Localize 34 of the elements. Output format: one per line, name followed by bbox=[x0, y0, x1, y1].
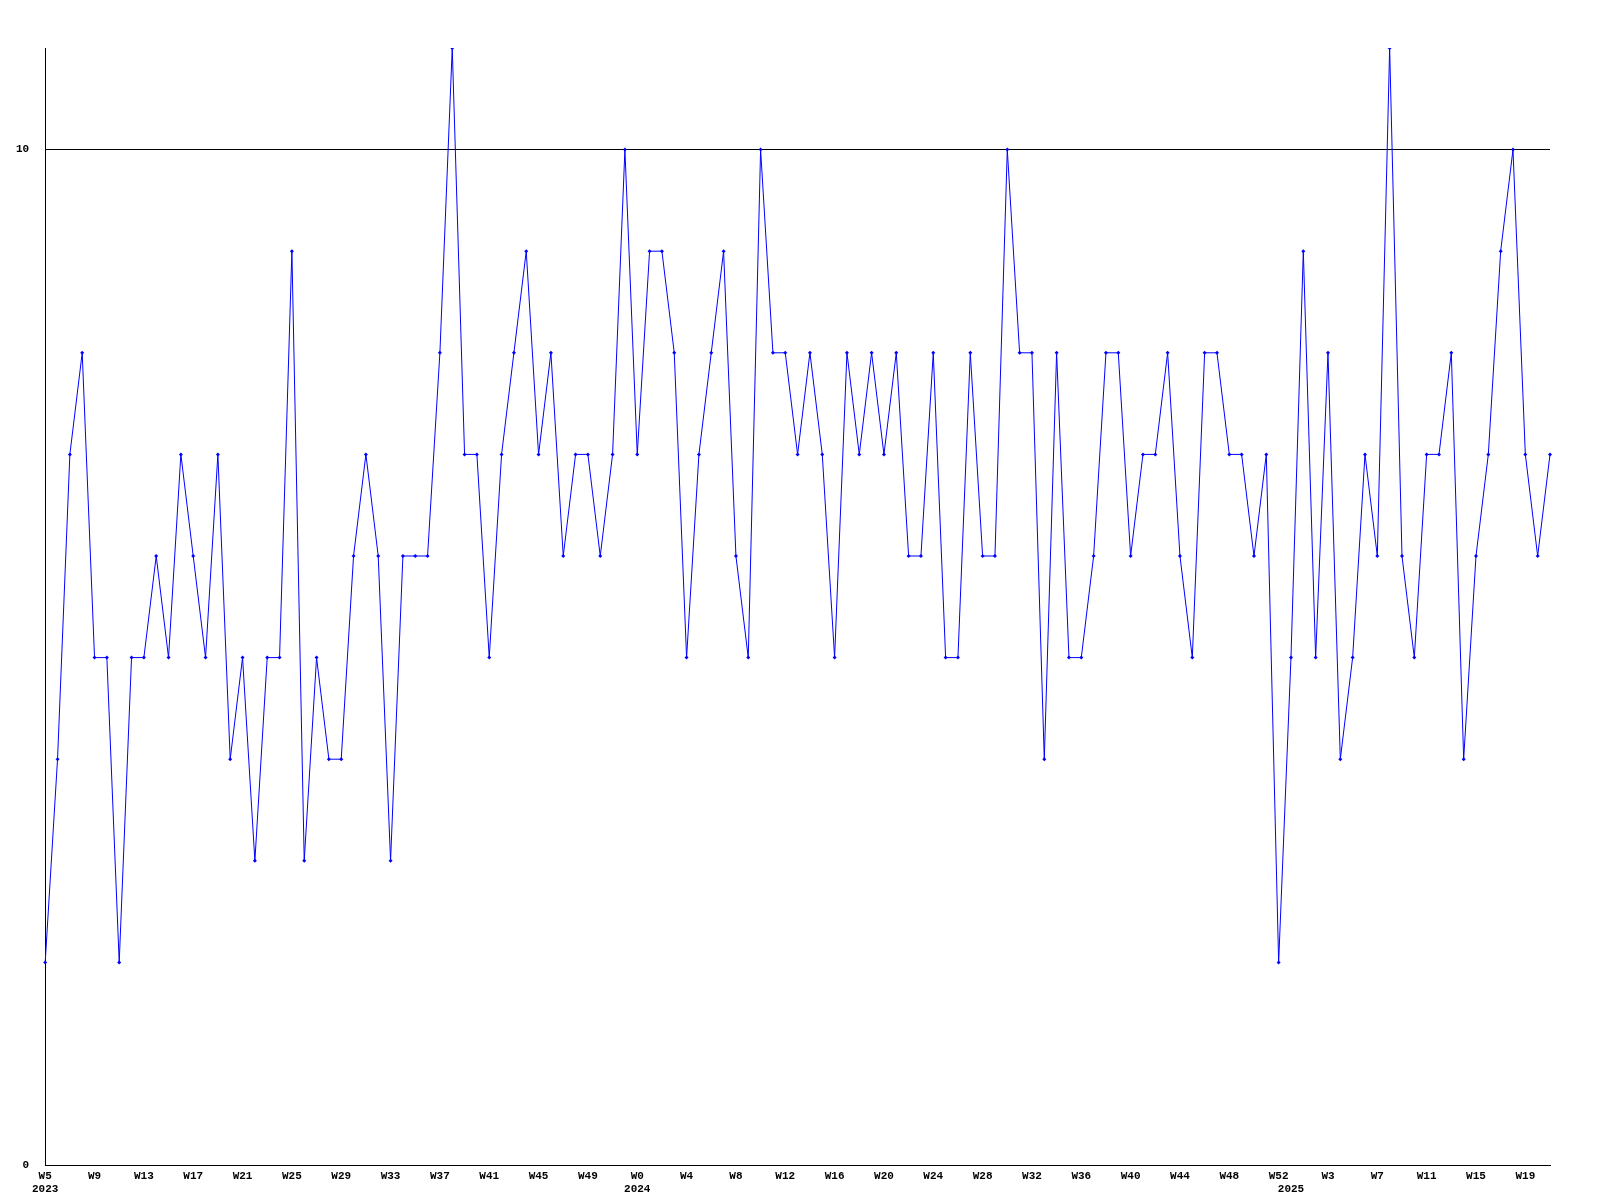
x-tick-label: W44 bbox=[1170, 1169, 1191, 1182]
y-tick-label: 10 bbox=[16, 143, 30, 156]
x-tick-label: W21 bbox=[232, 1169, 253, 1182]
x-tick-label: W19 bbox=[1515, 1169, 1536, 1182]
x-tick-label: W25 bbox=[281, 1169, 303, 1182]
x-tick-label: W12 bbox=[775, 1169, 796, 1182]
x-tick-label: W45 bbox=[528, 1169, 549, 1182]
x-tick-label: W16 bbox=[824, 1169, 845, 1182]
x-tick-label: W3 bbox=[1321, 1169, 1335, 1182]
x-tick-label: 2025 bbox=[1277, 1183, 1305, 1196]
y-tick-label: 0 bbox=[22, 1159, 30, 1172]
x-tick-label: W17 bbox=[183, 1169, 204, 1182]
x-tick-label: W32 bbox=[1022, 1169, 1042, 1182]
x-tick-label: W24 bbox=[923, 1169, 944, 1182]
x-tick-label: W37 bbox=[430, 1169, 450, 1182]
x-tick-label: W0 2024 bbox=[624, 1169, 651, 1196]
x-tick-label: W52 bbox=[1268, 1169, 1289, 1182]
x-tick-label: W9 bbox=[87, 1169, 102, 1182]
x-tick-label: W49 bbox=[578, 1169, 598, 1182]
x-tick-label: W41 bbox=[479, 1169, 500, 1182]
x-tick-label: W15 bbox=[1466, 1169, 1487, 1182]
x-tick-label: W33 bbox=[380, 1169, 401, 1182]
x-tick-label: W29 bbox=[331, 1169, 352, 1182]
x-tick-label: W48 bbox=[1219, 1169, 1240, 1182]
x-tick-label: W13 bbox=[133, 1169, 155, 1182]
x-tick-label: W4 bbox=[679, 1169, 694, 1182]
x-tick-label: W20 bbox=[874, 1169, 894, 1182]
x-tick-label: W40 bbox=[1120, 1169, 1141, 1182]
x-tick-label: W5 2023 bbox=[32, 1169, 59, 1196]
x-tick-label: W36 bbox=[1071, 1169, 1092, 1182]
x-tick-label: W7 bbox=[1370, 1169, 1384, 1182]
x-tick-label: W8 bbox=[729, 1169, 743, 1182]
x-tick-label: W11 bbox=[1416, 1169, 1437, 1182]
x-tick-label: W28 bbox=[972, 1169, 993, 1182]
